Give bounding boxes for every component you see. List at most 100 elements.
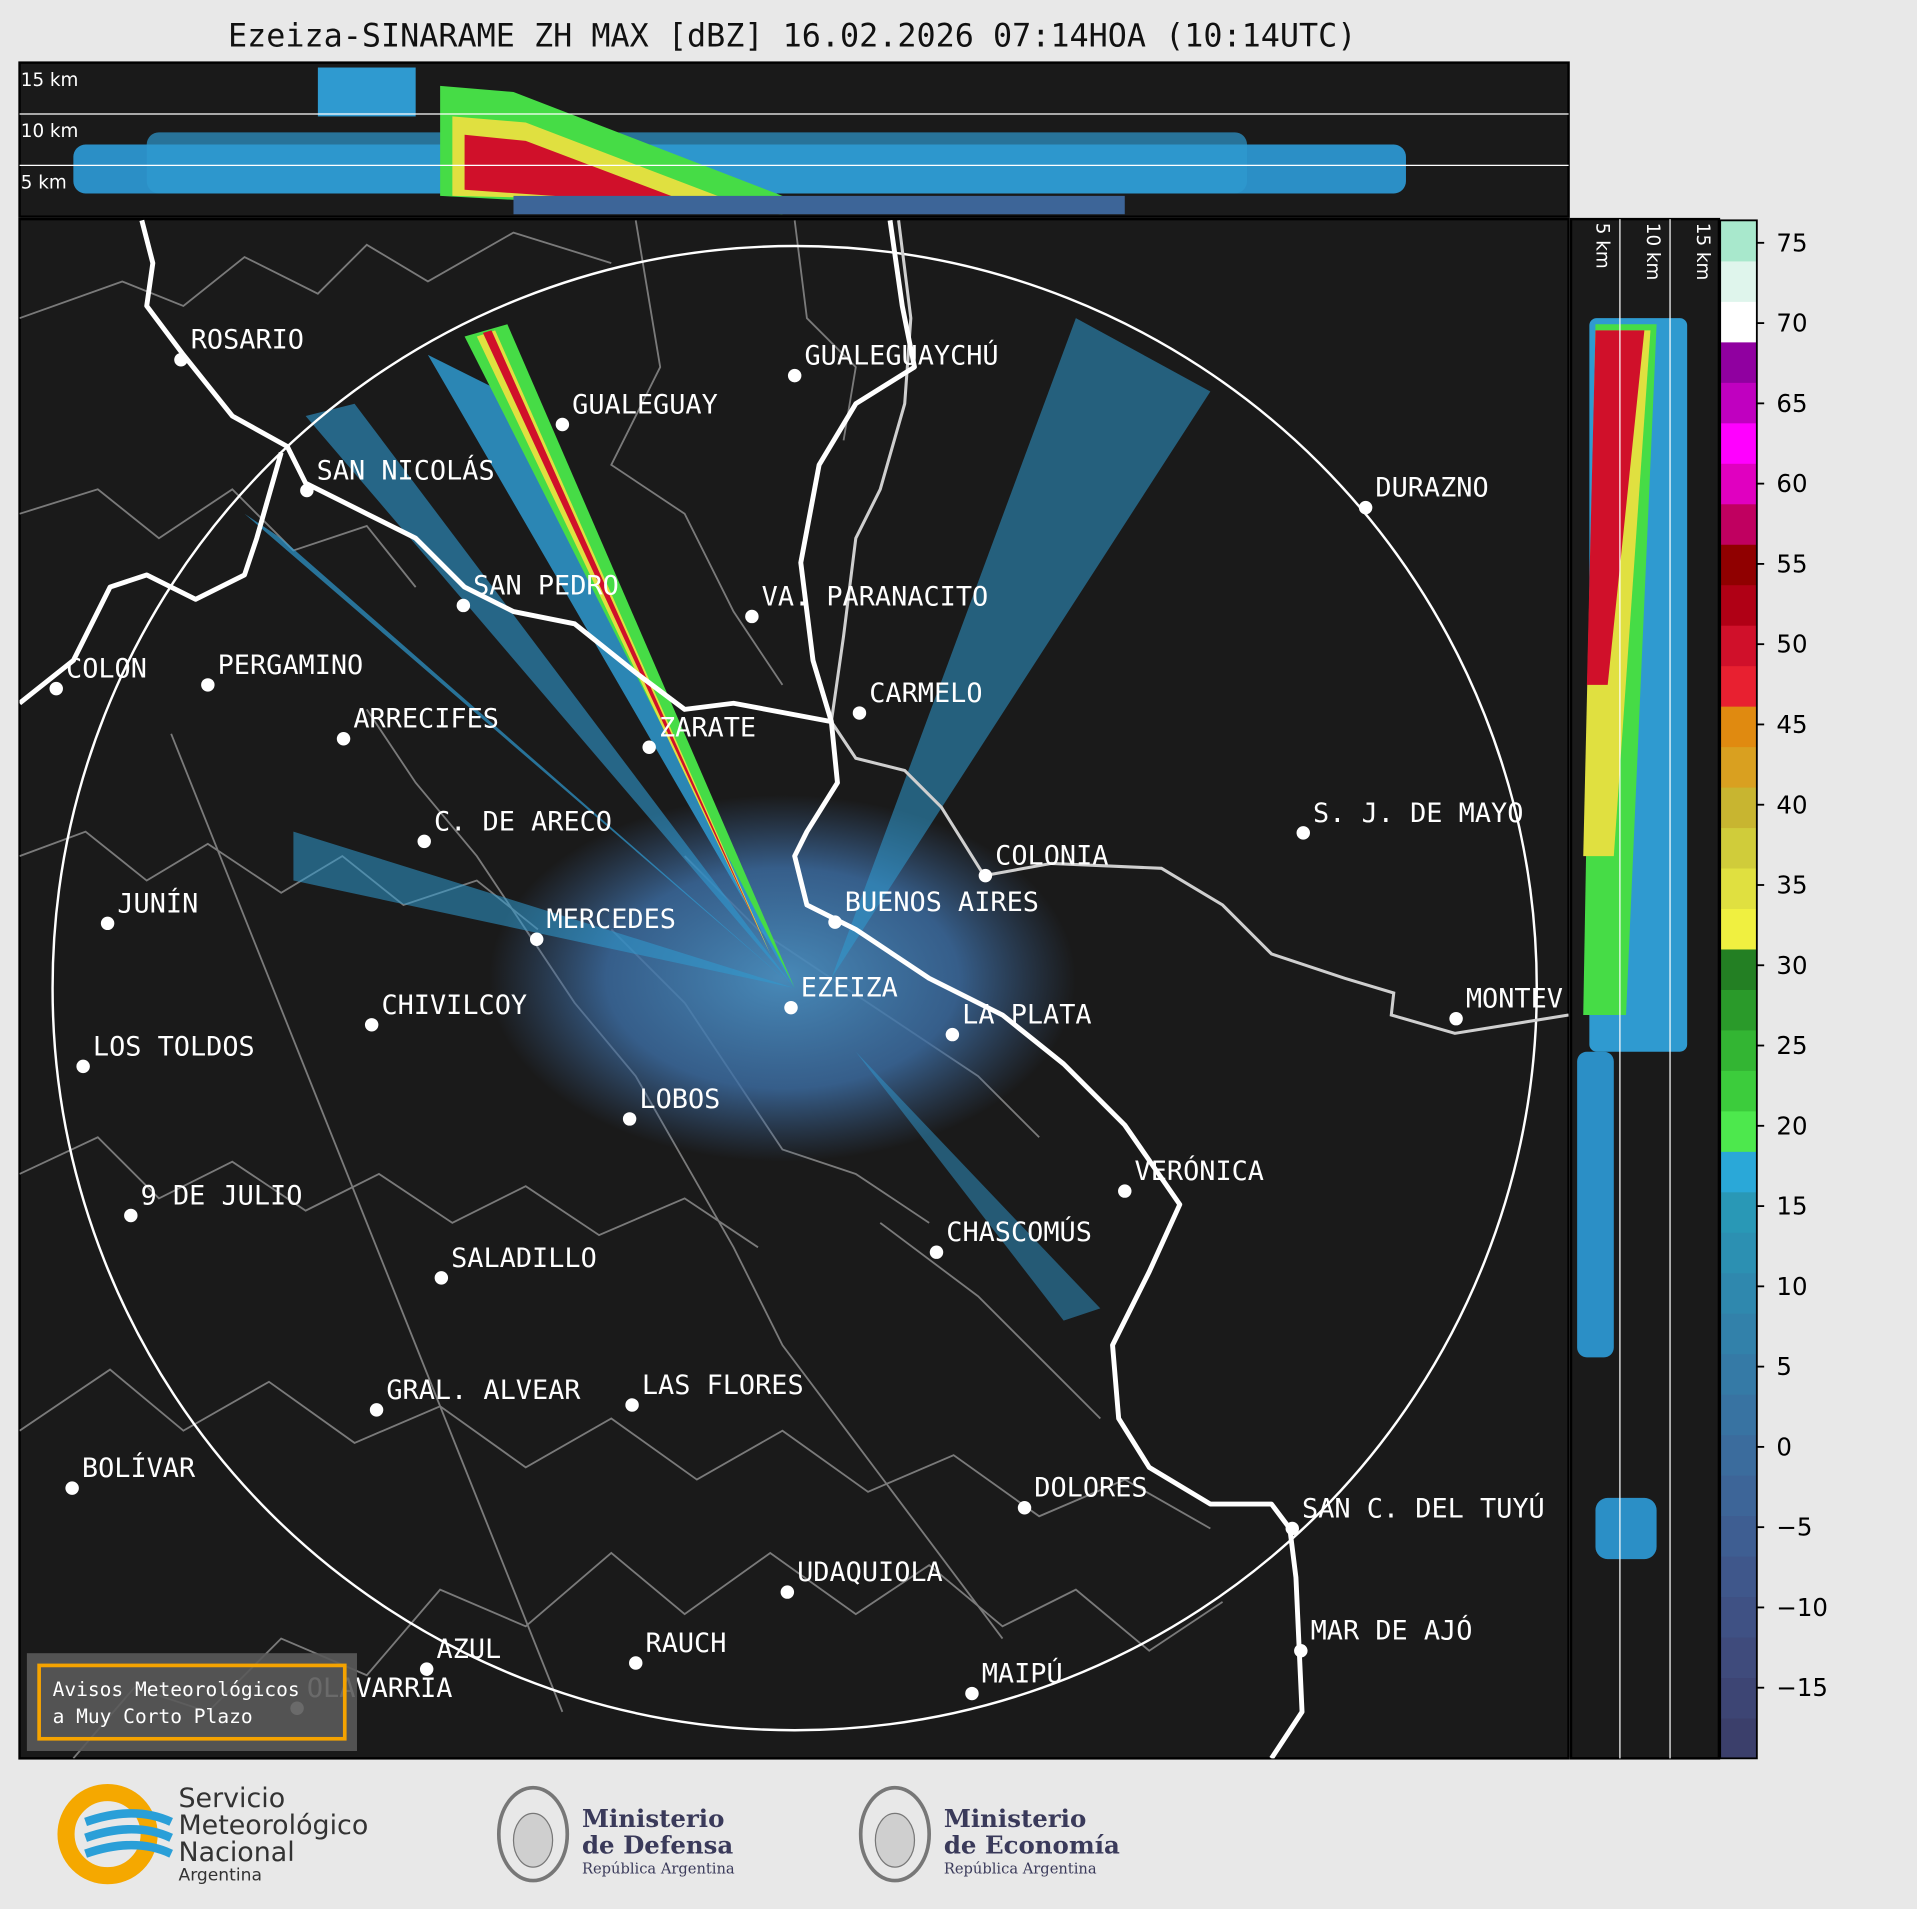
colorbar-band <box>1720 786 1757 829</box>
city-label: COLON <box>66 654 147 685</box>
city-label: LAS FLORES <box>642 1370 804 1401</box>
city-dot <box>49 681 63 696</box>
notice[interactable]: Avisos Meteorológicos a Muy Corto Plazo <box>26 1653 357 1752</box>
colorbar-tick-label: 15 <box>1776 1192 1807 1221</box>
colorbar-band <box>1720 544 1757 586</box>
colorbar-band <box>1720 1677 1757 1719</box>
colorbar-tick-label: 60 <box>1776 469 1807 498</box>
colorbar-band <box>1720 665 1757 707</box>
city-label: MAR DE AJÓ <box>1311 1615 1473 1647</box>
city-label: BOLÍVAR <box>82 1452 196 1484</box>
city-label: RAUCH <box>646 1628 727 1659</box>
city-dot <box>1285 1521 1299 1536</box>
city-label: SALADILLO <box>451 1243 597 1274</box>
colorbar-band <box>1720 908 1757 950</box>
city-dot <box>76 1059 90 1074</box>
city-dot <box>1017 1500 1032 1515</box>
city-label: MONTEV <box>1466 984 1563 1015</box>
echo <box>293 831 795 989</box>
colorbar-band <box>1720 584 1757 626</box>
colorbar-band <box>1720 1394 1757 1436</box>
city-dot <box>1449 1011 1463 1026</box>
height-label: 10 km <box>1642 223 1663 281</box>
city-dot <box>852 706 867 720</box>
city-label: LOS TOLDOS <box>93 1031 255 1062</box>
colorbar-band <box>1720 1434 1757 1476</box>
city-label: CARMELO <box>869 678 982 709</box>
city-label: CHIVILCOY <box>381 990 527 1021</box>
city-dot <box>945 1027 960 1042</box>
city-label: SAN NICOLÁS <box>317 455 495 487</box>
city-label: BUENOS AIRES <box>845 887 1039 918</box>
logo-text: Servicio <box>178 1783 285 1814</box>
height-label: 5 km <box>1592 223 1613 269</box>
logo-defensa: Ministerio de Defensa República Argentin… <box>496 1785 735 1883</box>
logo-text: Nacional <box>178 1837 294 1868</box>
echo <box>855 1051 1101 1321</box>
city-dot <box>456 598 471 613</box>
city-dot <box>629 1656 643 1670</box>
city-dot <box>364 1018 379 1032</box>
colorbar-tick-label: 5 <box>1776 1352 1792 1381</box>
range-ring <box>51 244 1539 1732</box>
colorbar-tick-label: 45 <box>1776 710 1807 739</box>
colorbar-band <box>1720 382 1757 424</box>
city-dot <box>965 1686 979 1701</box>
echo <box>482 330 765 942</box>
city-dot <box>625 1398 639 1412</box>
colorbar-band <box>1720 503 1757 545</box>
city-dot <box>369 1403 384 1417</box>
colorbar-band <box>1720 706 1757 748</box>
city-dot <box>201 678 215 692</box>
city-label: GUALEGUAY <box>572 390 718 421</box>
city-dot <box>1296 826 1310 840</box>
colorbar-tick-label: 40 <box>1776 790 1807 819</box>
logo-text: Ministerio <box>582 1804 724 1833</box>
colorbar-band <box>1720 1151 1757 1193</box>
uruguay-coast <box>829 220 1569 1035</box>
colorbar-band <box>1720 1717 1757 1759</box>
city-label: EZEIZA <box>801 973 898 1004</box>
logo-economia: Ministerio de Economía República Argenti… <box>858 1785 1120 1883</box>
colorbar-tick-label: 30 <box>1776 951 1807 980</box>
city-label: SAN C. DEL TUYÚ <box>1302 1492 1545 1524</box>
city-dot <box>622 1112 637 1126</box>
city-dot <box>100 916 115 931</box>
colorbar-tick-label: 65 <box>1776 389 1807 418</box>
colorbar-tick-label: 20 <box>1776 1111 1807 1140</box>
colorbar-band <box>1720 1272 1757 1314</box>
colorbar-band <box>1720 1110 1757 1152</box>
logo-text: República Argentina <box>582 1860 735 1877</box>
colorbar-tick-label: 10 <box>1776 1272 1807 1301</box>
city-label: ARRECIFES <box>353 704 499 735</box>
colorbar-band <box>1720 260 1757 302</box>
city-label: DOLORES <box>1034 1473 1147 1504</box>
height-label: 15 km <box>21 70 79 91</box>
height-label: 15 km <box>1692 223 1713 281</box>
city-dot <box>1118 1184 1132 1198</box>
colorbar-tick-label: −5 <box>1776 1513 1812 1542</box>
colorbar-band <box>1720 625 1757 667</box>
city-dot <box>642 740 656 754</box>
map: ROSARIO GUALEGUAYCHÚ GUALEGUAY SAN NICOLÁS D… <box>18 217 1570 1760</box>
city-dot <box>780 1585 795 1599</box>
colorbar-band <box>1720 1313 1757 1355</box>
city-label: CHASCOMÚS <box>946 1216 1092 1248</box>
logo-text: de Defensa <box>582 1831 733 1860</box>
colorbar-band <box>1720 989 1757 1031</box>
notice-text: Avisos Meteorológicos <box>53 1678 300 1701</box>
colorbar-tick-label: 75 <box>1776 228 1807 257</box>
city-dot <box>555 417 570 432</box>
city-dot <box>1358 500 1373 515</box>
colorbar-tick-label: −15 <box>1776 1673 1828 1702</box>
colorbar-band <box>1720 1596 1757 1638</box>
city-label: VA. PARANACITO <box>762 581 989 612</box>
city-label: COLONIA <box>995 841 1108 872</box>
colorbar-band <box>1720 1070 1757 1112</box>
colorbar-tick-label: 25 <box>1776 1031 1807 1060</box>
city-label: VERÓNICA <box>1135 1155 1264 1187</box>
colorbar-tick-label: −10 <box>1776 1593 1828 1622</box>
city-label: 9 DE JULIO <box>141 1181 303 1212</box>
colorbar-band <box>1720 341 1757 383</box>
